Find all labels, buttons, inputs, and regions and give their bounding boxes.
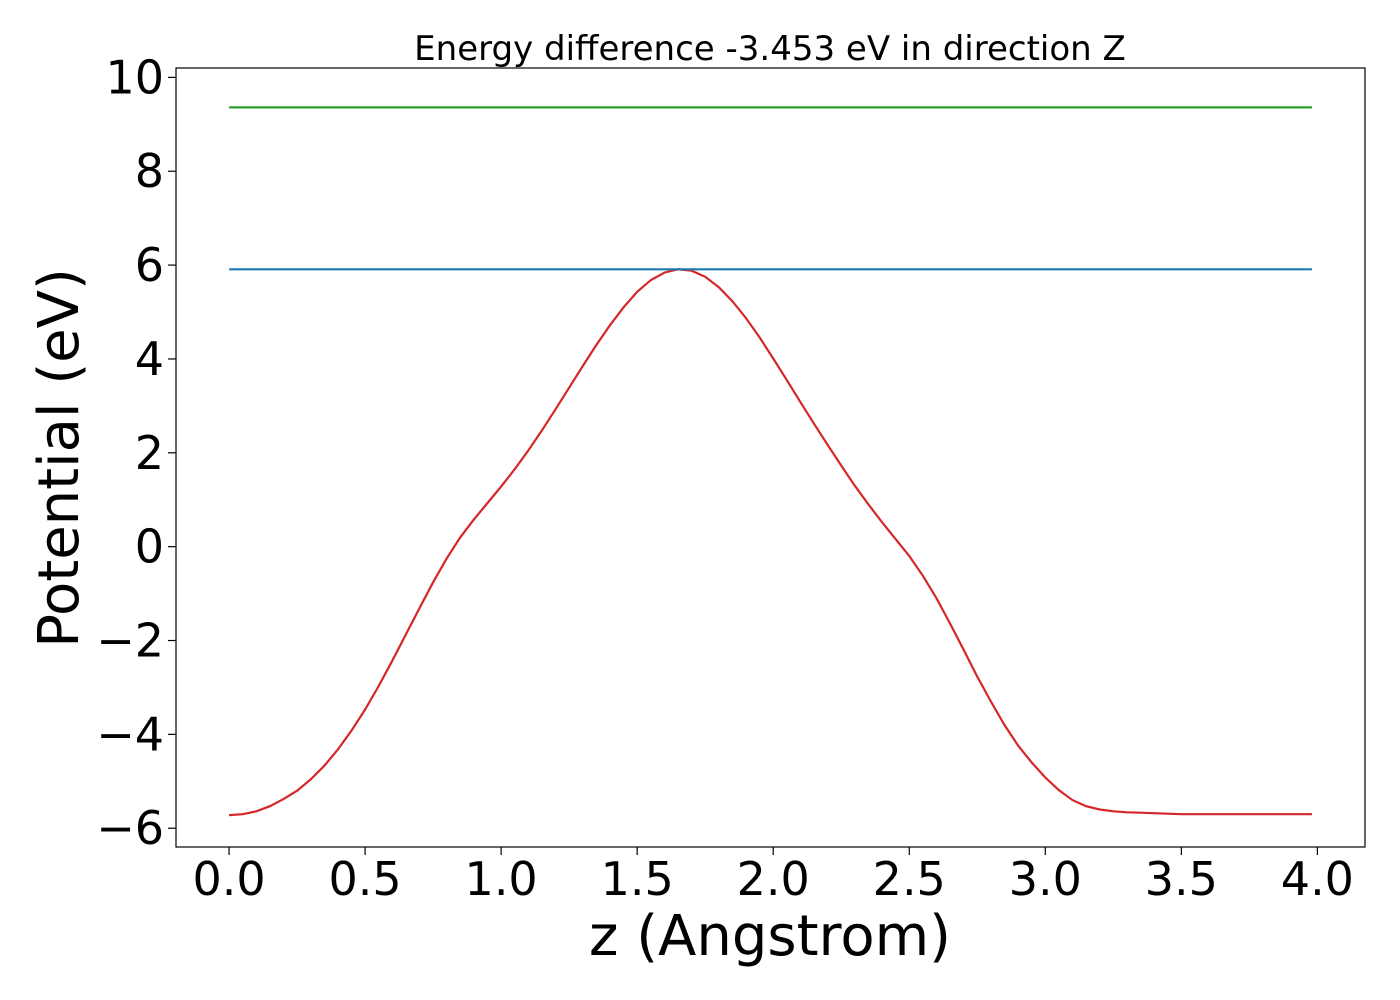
y-tick-label: 4	[135, 332, 164, 386]
x-tick-label: 2.5	[873, 852, 946, 906]
plot-area	[229, 106, 1312, 817]
y-tick-label: 8	[135, 144, 164, 198]
y-tick-label: 10	[105, 50, 164, 104]
x-axis: 0.0 0.5 1.0 1.5 2.0 2.5 3.0 3.5 4.0	[192, 847, 1354, 906]
y-tick-label: −6	[96, 801, 164, 855]
x-tick-label: 0.0	[192, 852, 265, 906]
y-tick-label: 2	[135, 426, 164, 480]
x-tick-label: 0.5	[329, 852, 402, 906]
x-axis-title: z (Angstrom)	[589, 904, 951, 969]
y-tick-label: 0	[135, 520, 164, 574]
y-tick-label: −4	[96, 707, 164, 761]
chart-title: Energy difference -3.453 eV in direction…	[414, 29, 1126, 69]
x-tick-label: 3.5	[1145, 852, 1218, 906]
x-tick-label: 4.0	[1281, 852, 1354, 906]
x-tick-label: 1.5	[601, 852, 674, 906]
y-tick-label: −2	[96, 614, 164, 668]
series-line-1	[229, 268, 1312, 817]
x-tick-label: 1.0	[465, 852, 538, 906]
axes-frame	[175, 67, 1366, 848]
y-axis: −6 −4 −2 0 2 4 6 8 10	[96, 50, 176, 855]
x-tick-label: 2.0	[737, 852, 810, 906]
y-axis-title: Potential (eV)	[27, 268, 92, 648]
x-tick-label: 3.0	[1009, 852, 1082, 906]
y-tick-label: 6	[135, 238, 164, 292]
